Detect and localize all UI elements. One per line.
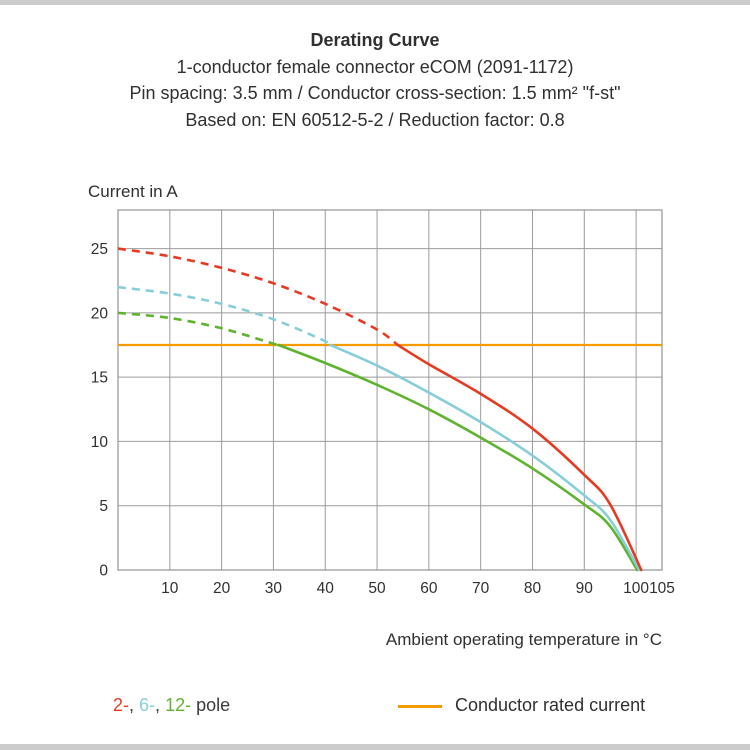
y-tick-label: 10 xyxy=(91,434,109,451)
curve-6-pole-dashed xyxy=(117,285,333,347)
x-tick-label: 40 xyxy=(317,580,335,597)
x-tick-label: 90 xyxy=(576,580,594,597)
x-tick-label: 105 xyxy=(649,580,675,597)
chart-subtitle-spec: Pin spacing: 3.5 mm / Conductor cross-se… xyxy=(129,83,621,103)
x-tick-label: 80 xyxy=(524,580,542,597)
y-tick-label: 5 xyxy=(99,498,108,515)
x-tick-label: 100 xyxy=(623,580,649,597)
curve-2-pole xyxy=(396,343,643,572)
derating-chart: 0 5 10 15 20 25 10 20 30 40 50 60 70 80 90 100 105 xyxy=(91,209,675,597)
pole-legend-part: , xyxy=(129,695,140,715)
pole-legend-part: 12- xyxy=(165,695,192,715)
y-axis-label: Current in A xyxy=(88,182,178,201)
chart-subtitle-product: 1-conductor female connector eCOM (2091-… xyxy=(176,56,574,77)
y-tick-label: 20 xyxy=(91,305,109,322)
pole-legend-part: pole xyxy=(191,695,231,715)
curve-6-pole xyxy=(329,343,641,572)
page-edge-top xyxy=(0,0,750,5)
page-edge-bottom xyxy=(0,744,750,750)
chart-subtitle-standard: Based on: EN 60512-5-2 / Reduction facto… xyxy=(185,109,565,130)
chart-header: Derating Curve 1-conductor female connec… xyxy=(0,27,750,133)
curve-12-pole xyxy=(277,343,639,572)
y-tick-label: 0 xyxy=(99,563,108,580)
pole-legend-part: , xyxy=(155,695,166,715)
x-tick-label: 70 xyxy=(472,580,490,597)
pole-legend-part: 2- xyxy=(113,695,130,715)
curve-12-pole-dashed xyxy=(117,311,281,347)
chart-title: Derating Curve xyxy=(310,30,440,50)
plot-border xyxy=(117,209,663,571)
x-tick-label: 10 xyxy=(161,580,179,597)
x-tick-label: 30 xyxy=(265,580,283,597)
x-tick-label: 20 xyxy=(213,580,231,597)
pole-legend-part: 6- xyxy=(139,695,156,715)
x-tick-label: 60 xyxy=(420,580,438,597)
y-tick-label: 15 xyxy=(91,370,108,387)
curve-2-pole-dashed xyxy=(117,247,399,347)
rated-current-swatch xyxy=(398,705,442,708)
rated-current-label: Conductor rated current xyxy=(455,695,646,715)
y-tick-label: 25 xyxy=(91,241,108,258)
pole-legend: 2-, 6-, 12- pole xyxy=(113,695,230,716)
x-axis-label: Ambient operating temperature in °C xyxy=(385,630,662,649)
x-tick-label: 50 xyxy=(368,580,386,597)
